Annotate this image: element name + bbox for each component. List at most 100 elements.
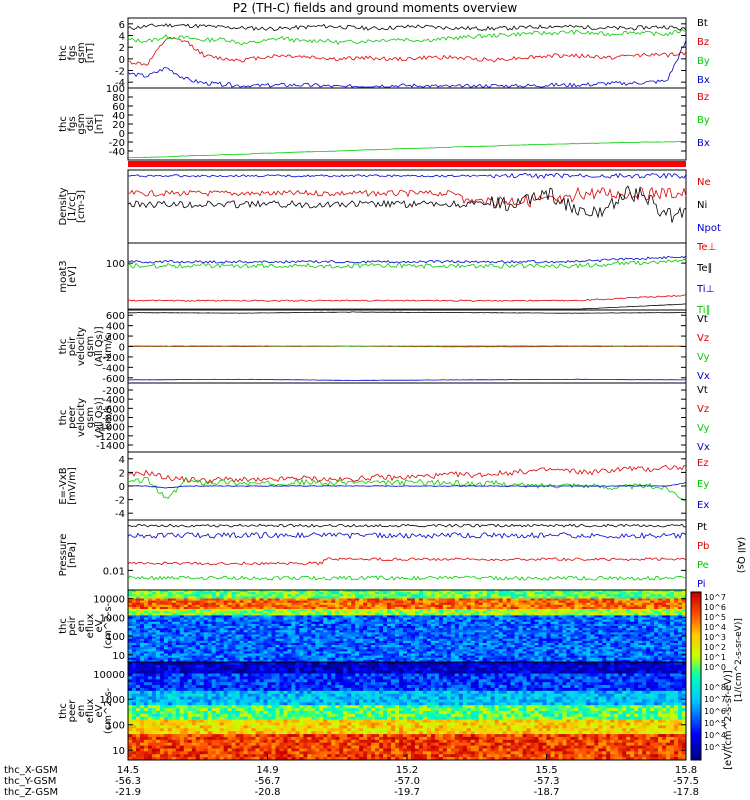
spectrogram-cell <box>446 602 452 606</box>
spectrogram-cell <box>215 651 220 654</box>
spectrogram-cell <box>311 655 316 659</box>
spectrogram-cell <box>638 636 643 640</box>
spectrogram-cell <box>275 659 280 663</box>
spectrogram-cell <box>207 640 212 644</box>
spectrogram-cell <box>586 657 591 661</box>
spectrogram-cell <box>602 645 607 648</box>
spectrogram-cell <box>502 621 507 625</box>
spectrogram-cell <box>622 657 627 661</box>
spectrogram-cell <box>630 621 635 625</box>
spectrogram-cell <box>478 611 484 614</box>
spectrogram-cell <box>422 632 428 635</box>
spectrogram-cell <box>454 619 460 623</box>
spectrogram-cell <box>470 649 476 652</box>
spectrogram-cell <box>151 662 157 666</box>
spectrogram-cell <box>163 600 169 604</box>
spectrogram-cell <box>590 659 595 663</box>
spectrogram-cell <box>418 602 424 606</box>
spectrogram-cell <box>339 628 344 631</box>
spectrogram-cell <box>574 659 579 663</box>
spectrogram-cell <box>442 609 448 612</box>
spectrogram-cell <box>506 602 511 606</box>
spectrogram-cell <box>163 619 169 623</box>
spectrogram-cell <box>526 651 531 654</box>
spectrogram-cell <box>618 604 623 608</box>
spectrogram-cell <box>474 615 480 618</box>
spectrogram-cell <box>403 649 408 652</box>
ytick-label: 40 <box>112 111 125 122</box>
spectrogram-cell <box>542 596 547 599</box>
spectrogram-cell <box>478 659 484 663</box>
spectrogram-cell <box>606 655 611 659</box>
spectrogram-cell <box>410 653 416 656</box>
spectrogram-cell <box>151 623 157 627</box>
spectrogram-cell <box>658 657 663 661</box>
spectrogram-cell <box>395 651 400 654</box>
spectrogram-cell <box>195 600 201 604</box>
spectrogram-cell <box>590 590 595 593</box>
series-pressure-Pt <box>127 523 687 528</box>
spectrogram-cell <box>331 598 336 601</box>
spectrogram-cell <box>279 609 284 612</box>
spectrogram-cell <box>307 596 312 599</box>
spectrogram-cell <box>550 609 555 612</box>
spectrogram-cell <box>191 613 197 616</box>
spectrogram-cell <box>594 645 599 648</box>
spectrogram-cell <box>490 640 495 644</box>
spectrogram-cell <box>594 615 599 618</box>
spectrogram-cell <box>171 645 177 648</box>
spectrogram-cell <box>339 659 344 663</box>
spectrogram-cell <box>227 619 232 623</box>
spectrogram-cell <box>474 647 480 650</box>
spectrogram-cell <box>375 642 380 646</box>
spectrogram-cell <box>255 617 260 620</box>
spectrogram-cell <box>622 626 627 629</box>
spectrogram-cell <box>438 619 444 623</box>
spectrogram-cell <box>195 596 201 599</box>
spectrogram-cell <box>614 632 619 635</box>
spectrogram-cell <box>654 630 659 633</box>
spectrogram-cell <box>622 598 627 601</box>
spectrogram-cell <box>147 659 153 663</box>
spectrogram-cell <box>542 636 547 640</box>
spectrogram-cell <box>574 613 579 616</box>
spectrogram-cell <box>295 623 300 627</box>
spectrogram-cell <box>183 634 189 637</box>
spectrogram-cell <box>375 621 380 625</box>
spectrogram-cell <box>307 623 312 627</box>
spectrogram-cell <box>594 604 599 608</box>
spectrogram-cell <box>131 602 137 606</box>
spectrogram-cell <box>626 617 631 620</box>
spectrogram-cell <box>586 649 591 652</box>
spectrogram-cell <box>534 659 539 663</box>
spectrogram-cell <box>526 609 531 612</box>
spectrogram-cell <box>283 651 288 654</box>
spectrogram-cell <box>602 609 607 612</box>
spectrogram-cell <box>227 630 232 633</box>
spectrogram-cell <box>530 649 535 652</box>
spectrogram-cell <box>351 634 356 637</box>
spectrogram-cell <box>359 653 364 656</box>
spectrogram-cell <box>147 600 153 604</box>
spectrogram-cell <box>462 636 468 640</box>
spectrogram-cell <box>666 638 671 642</box>
spectrogram-cell <box>215 619 220 623</box>
spectrogram-cell <box>311 632 316 635</box>
spectrogram-cell <box>187 611 193 614</box>
spectrogram-cell <box>391 615 396 618</box>
spectrogram-cell <box>299 630 304 633</box>
spectrogram-cell <box>414 617 420 620</box>
spectrogram-cell <box>542 609 547 612</box>
spectrogram-cell <box>199 655 205 659</box>
spectrogram-cell <box>478 634 484 637</box>
spectrogram-cell <box>259 626 264 629</box>
spectrogram-cell <box>442 636 448 640</box>
spectrogram-cell <box>506 611 511 614</box>
spectrogram-cell <box>267 655 272 659</box>
spectrogram-cell <box>135 606 141 610</box>
spectrogram-cell <box>658 653 663 656</box>
spectrogram-cell <box>171 596 177 599</box>
spectrogram-cell <box>155 636 161 640</box>
spectrogram-cell <box>243 634 248 637</box>
spectrogram-cell <box>546 596 551 599</box>
